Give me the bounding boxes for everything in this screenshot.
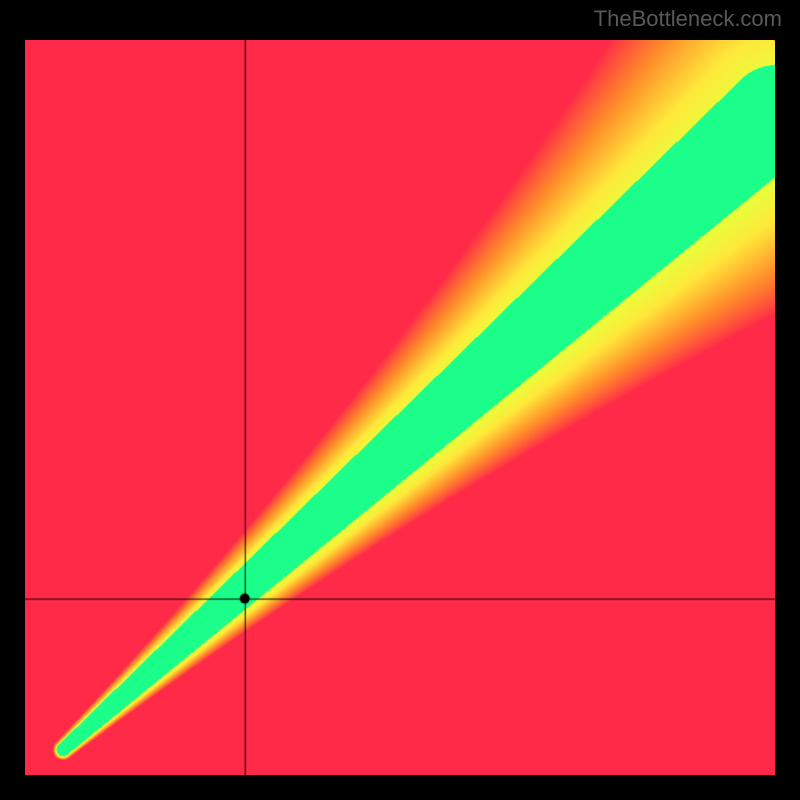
- watermark-text: TheBottleneck.com: [594, 6, 782, 32]
- heatmap-plot: [25, 40, 775, 775]
- chart-container: TheBottleneck.com: [0, 0, 800, 800]
- heatmap-canvas: [25, 40, 775, 775]
